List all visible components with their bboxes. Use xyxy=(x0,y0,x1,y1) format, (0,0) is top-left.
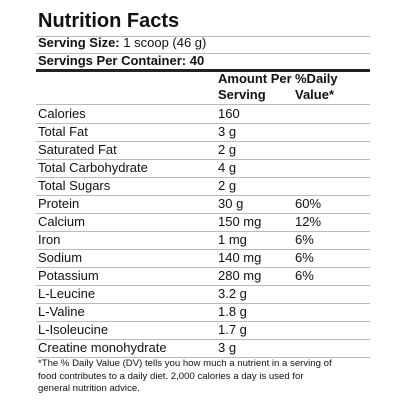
nutrient-name: Potassium xyxy=(38,268,99,283)
amount: 3 g xyxy=(218,340,237,355)
amount: 140 mg xyxy=(218,250,262,265)
divider xyxy=(36,249,370,250)
amount: 2 g xyxy=(218,178,237,193)
divider xyxy=(36,231,370,232)
amount: 3.2 g xyxy=(218,286,247,301)
footnote: *The % Daily Value (DV) tells you how mu… xyxy=(38,358,332,394)
nutrient-name: Total Sugars xyxy=(38,178,111,193)
amount: 2 g xyxy=(218,142,237,157)
title: Nutrition Facts xyxy=(38,10,180,32)
amount-header: Amount Per Serving xyxy=(218,71,292,102)
divider xyxy=(36,141,370,142)
divider xyxy=(36,303,370,304)
amount: 150 mg xyxy=(218,214,262,229)
serving-size-value: 1 scoop (46 g) xyxy=(123,35,207,50)
divider xyxy=(36,36,370,37)
amount: 1.8 g xyxy=(218,304,247,319)
nutrient-name: Total Fat xyxy=(38,124,88,139)
divider xyxy=(36,195,370,196)
nutrient-name: Saturated Fat xyxy=(38,142,117,157)
amount: 3 g xyxy=(218,124,237,139)
divider xyxy=(36,53,370,54)
amount: 1 mg xyxy=(218,232,247,247)
amount: 30 g xyxy=(218,196,244,211)
divider xyxy=(36,159,370,160)
nutrient-name: Iron xyxy=(38,232,61,247)
divider xyxy=(36,267,370,268)
nutrient-name: Creatine monohydrate xyxy=(38,340,167,355)
amount: 1.7 g xyxy=(218,322,247,337)
nutrient-name: Sodium xyxy=(38,250,83,265)
amount: 160 xyxy=(218,106,240,121)
daily-value: 12% xyxy=(295,214,322,229)
nutrient-name: L-Isoleucine xyxy=(38,322,109,337)
servings-per-container: Servings Per Container: 40 xyxy=(38,53,204,68)
nutrition-panel: Nutrition Facts Serving Size: 1 scoop (4… xyxy=(32,8,370,396)
divider xyxy=(36,357,370,358)
daily-value: 6% xyxy=(295,250,314,265)
serving-size-label: Serving Size: xyxy=(38,35,120,50)
daily-value-header: %Daily Value* xyxy=(295,71,338,102)
thick-divider xyxy=(36,69,370,72)
divider xyxy=(36,123,370,124)
divider xyxy=(36,177,370,178)
divider xyxy=(36,285,370,286)
daily-value: 60% xyxy=(295,196,322,211)
amount: 280 mg xyxy=(218,268,262,283)
daily-value: 6% xyxy=(295,268,314,283)
nutrient-name: Calcium xyxy=(38,214,85,229)
divider xyxy=(36,339,370,340)
daily-value: 6% xyxy=(295,232,314,247)
servings-label: Servings Per Container: xyxy=(38,53,187,68)
divider xyxy=(36,321,370,322)
serving-size: Serving Size: 1 scoop (46 g) xyxy=(38,35,206,50)
servings-value: 40 xyxy=(189,53,205,68)
nutrient-name: Calories xyxy=(38,106,86,121)
divider xyxy=(36,104,370,105)
nutrient-name: L-Valine xyxy=(38,304,85,319)
nutrient-name: Protein xyxy=(38,196,80,211)
amount: 4 g xyxy=(218,160,237,175)
nutrient-name: L-Leucine xyxy=(38,286,96,301)
nutrient-name: Total Carbohydrate xyxy=(38,160,148,175)
divider xyxy=(36,213,370,214)
